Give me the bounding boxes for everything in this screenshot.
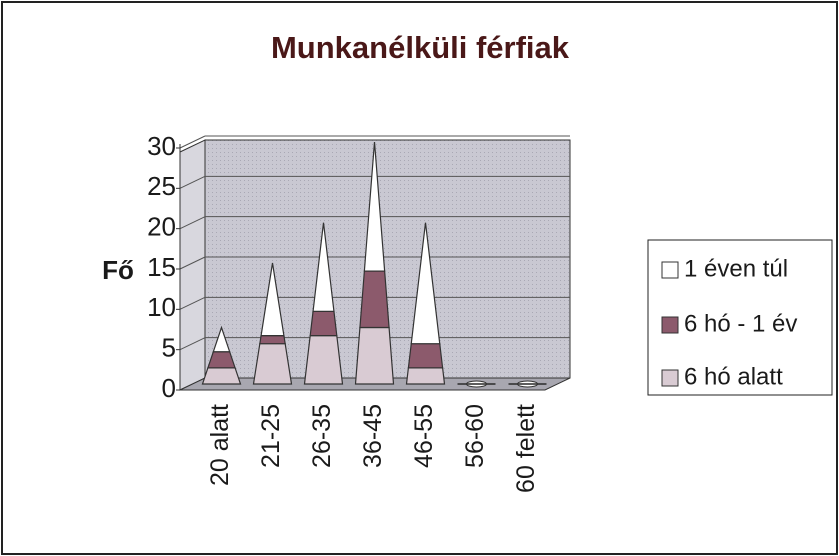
grid-line xyxy=(179,337,206,351)
grid-line xyxy=(179,175,206,189)
legend-label: 6 hó - 1 év xyxy=(684,310,797,337)
y-tick-label: 0 xyxy=(162,373,176,403)
x-tick-label: 60 felett xyxy=(512,404,540,493)
y-tick-label: 20 xyxy=(147,212,176,242)
cone-segment xyxy=(405,367,446,385)
legend-swatch xyxy=(661,261,679,279)
cone-segment xyxy=(410,222,441,345)
cone-segment xyxy=(312,222,335,312)
cone-segment xyxy=(207,351,236,369)
chart-title: Munkanélküli férfiak xyxy=(271,30,570,65)
grid-line xyxy=(179,135,206,149)
y-tick-label: 30 xyxy=(147,131,176,161)
legend-label: 1 éven túl xyxy=(684,255,788,282)
legend-label: 6 hó alatt xyxy=(684,363,783,390)
cone-segment xyxy=(259,335,286,345)
side-wall xyxy=(179,139,206,391)
x-tick-label: 26-35 xyxy=(308,404,336,468)
grid-line xyxy=(179,296,206,310)
cone-segment xyxy=(252,343,293,385)
cone-segment xyxy=(212,325,231,353)
legend-swatch xyxy=(661,369,679,387)
cone-segment xyxy=(407,343,444,369)
y-tick-label: 5 xyxy=(162,333,176,363)
grid-line xyxy=(179,216,206,230)
y-tick-label: 25 xyxy=(147,171,176,201)
grid-line xyxy=(179,256,206,270)
cone-segment xyxy=(363,141,386,272)
cone-segment xyxy=(309,310,338,337)
y-tick-label: 10 xyxy=(147,292,176,322)
legend xyxy=(647,239,833,396)
y-axis-label: Fő xyxy=(102,255,134,285)
x-tick-label: 21-25 xyxy=(257,404,285,468)
y-tick-label: 15 xyxy=(147,252,176,282)
legend-swatch xyxy=(661,316,679,334)
x-tick-label: 46-55 xyxy=(410,404,438,468)
cone-segment xyxy=(201,367,242,385)
cone-segment xyxy=(354,326,395,385)
x-tick-label: 56-60 xyxy=(461,404,489,468)
x-tick-label: 20 alatt xyxy=(206,404,234,486)
x-tick-label: 36-45 xyxy=(359,404,387,468)
cone-segment xyxy=(260,262,285,337)
cone-segment xyxy=(303,335,344,385)
cone-segment xyxy=(359,270,390,329)
